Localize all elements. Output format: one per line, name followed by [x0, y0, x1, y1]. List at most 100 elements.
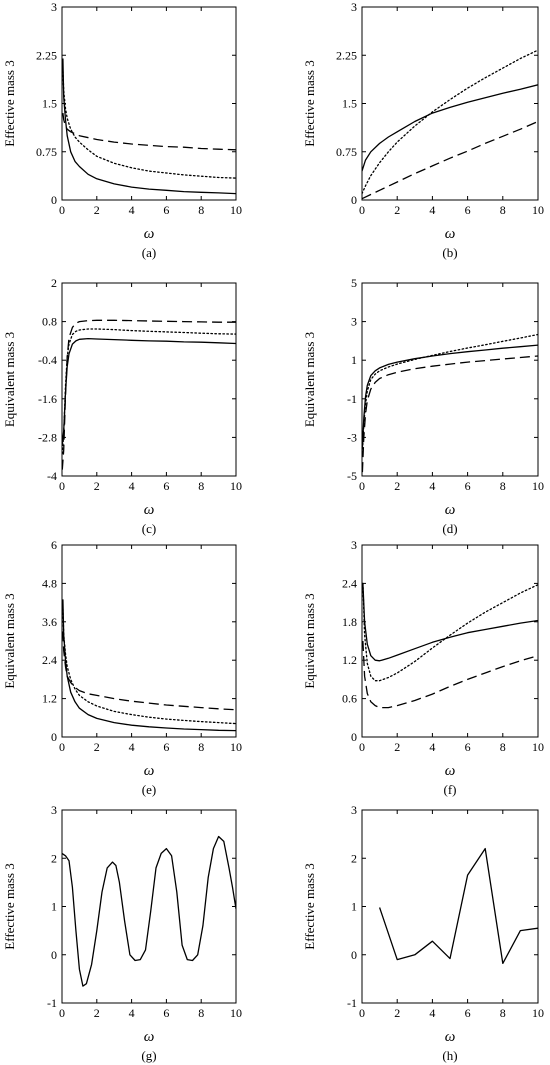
plot-frame: [61, 6, 237, 201]
y-tick-label: 2: [351, 851, 357, 865]
x-tick-label: 2: [394, 1006, 400, 1020]
y-tick-label: 2.25: [36, 48, 57, 62]
y-tick-label: 3: [51, 803, 57, 817]
y-tick-label: 0: [351, 730, 357, 744]
x-tick-label: 2: [394, 203, 400, 217]
x-tick-label: 8: [500, 1006, 506, 1020]
series-line-dotted: [62, 328, 236, 455]
y-tick-label: 0.75: [336, 145, 357, 159]
x-tick-label: 10: [230, 740, 242, 754]
y-tick-label: 0.6: [342, 692, 357, 706]
y-tick-label: -1.6: [38, 392, 57, 406]
plot-frame: [61, 282, 237, 477]
y-tick-label: 1: [51, 900, 57, 914]
y-axis-title: Equivalent mass 3: [302, 593, 317, 688]
series-line-dotted: [362, 582, 538, 682]
y-tick-label: 2.4: [342, 576, 357, 590]
x-tick-label: 4: [429, 740, 435, 754]
panel-label: (a): [142, 245, 156, 260]
y-tick-label: -5: [347, 469, 357, 483]
y-tick-label: -1: [347, 996, 357, 1010]
panel-label: (b): [442, 245, 457, 260]
panel-label: (f): [444, 782, 457, 797]
x-tick-label: 6: [465, 203, 471, 217]
plot-frame: [361, 809, 539, 1004]
y-tick-label: -3: [347, 430, 357, 444]
y-axis-title: Effective mass 3: [302, 863, 317, 949]
x-tick-label: 6: [163, 1006, 169, 1020]
y-tick-label: -2.8: [38, 430, 57, 444]
y-tick-label: 5: [351, 276, 357, 290]
y-tick-label: -4: [47, 469, 57, 483]
x-tick-label: 8: [500, 740, 506, 754]
series-line-dashed: [362, 120, 538, 200]
x-tick-label: 2: [94, 740, 100, 754]
y-tick-label: 1: [351, 900, 357, 914]
y-axis-title: Effective mass 3: [302, 60, 317, 146]
series-line-dotted: [62, 70, 236, 179]
y-tick-label: -0.4: [38, 353, 57, 367]
x-tick-label: 0: [359, 479, 365, 493]
y-tick-label: 3.6: [42, 615, 57, 629]
y-tick-label: 0: [51, 948, 57, 962]
x-tick-label: 0: [59, 740, 65, 754]
plot-frame: [361, 6, 539, 201]
x-axis-title: ω: [144, 763, 155, 779]
y-tick-label: 1.2: [42, 692, 57, 706]
y-tick-label: 2.25: [336, 48, 357, 62]
y-tick-label: 3: [351, 315, 357, 329]
x-tick-label: 8: [198, 479, 204, 493]
series-line-solid: [378, 847, 538, 965]
plot-frame: [61, 809, 237, 1004]
x-tick-label: 4: [129, 1006, 135, 1020]
x-axis-title: ω: [144, 226, 155, 242]
x-tick-label: 10: [532, 203, 544, 217]
x-tick-label: 0: [359, 1006, 365, 1020]
y-axis-title: Equivalent mass 3: [2, 593, 17, 688]
y-tick-label: 1: [351, 353, 357, 367]
series-line-solid: [362, 583, 538, 662]
x-tick-label: 10: [532, 740, 544, 754]
x-tick-label: 6: [465, 1006, 471, 1020]
series-line-dashed: [362, 355, 538, 473]
x-tick-label: 8: [500, 479, 506, 493]
x-tick-label: 6: [465, 479, 471, 493]
y-tick-label: 0.75: [36, 145, 57, 159]
x-tick-label: 10: [230, 479, 242, 493]
y-tick-label: 6: [51, 538, 57, 552]
plot-frame: [61, 544, 237, 738]
x-tick-label: 2: [394, 740, 400, 754]
plot-frame: [361, 282, 539, 477]
x-tick-label: 10: [230, 1006, 242, 1020]
x-axis-title: ω: [445, 226, 456, 242]
x-tick-label: 8: [500, 203, 506, 217]
series-line-dashed: [362, 640, 538, 709]
y-tick-label: 3: [351, 0, 357, 14]
series-line-solid: [62, 599, 236, 732]
panel-1: 0 2 4 6 8 10 0 0.75 1.5 2.25 3 Effective mass 3 ω (a): [2, 0, 242, 260]
x-axis-title: ω: [445, 763, 456, 779]
series-line-solid: [362, 84, 538, 172]
y-tick-label: 1.2: [342, 653, 357, 667]
x-tick-label: 0: [359, 740, 365, 754]
series-line-dashed: [62, 113, 236, 151]
y-tick-label: -1: [47, 996, 57, 1010]
x-tick-label: 4: [429, 203, 435, 217]
x-tick-label: 4: [429, 1006, 435, 1020]
y-axis-title: Equivalent mass 3: [302, 332, 317, 427]
series-line-dashed: [62, 319, 236, 470]
y-tick-label: 4.8: [42, 576, 57, 590]
y-tick-label: 2: [51, 276, 57, 290]
y-tick-label: 1.5: [42, 97, 57, 111]
series-line-dotted: [362, 49, 538, 195]
panel-3: 0 2 4 6 8 10 -4 -2.8 -1.6 -0.4 0.8 2 Equivalent mass…: [2, 276, 242, 536]
x-tick-label: 2: [94, 479, 100, 493]
x-tick-label: 6: [163, 740, 169, 754]
x-axis-title: ω: [144, 502, 155, 518]
x-tick-label: 4: [129, 203, 135, 217]
y-axis-title: Effective mass 3: [2, 863, 17, 949]
panel-label: (c): [142, 521, 156, 536]
x-tick-label: 4: [429, 479, 435, 493]
